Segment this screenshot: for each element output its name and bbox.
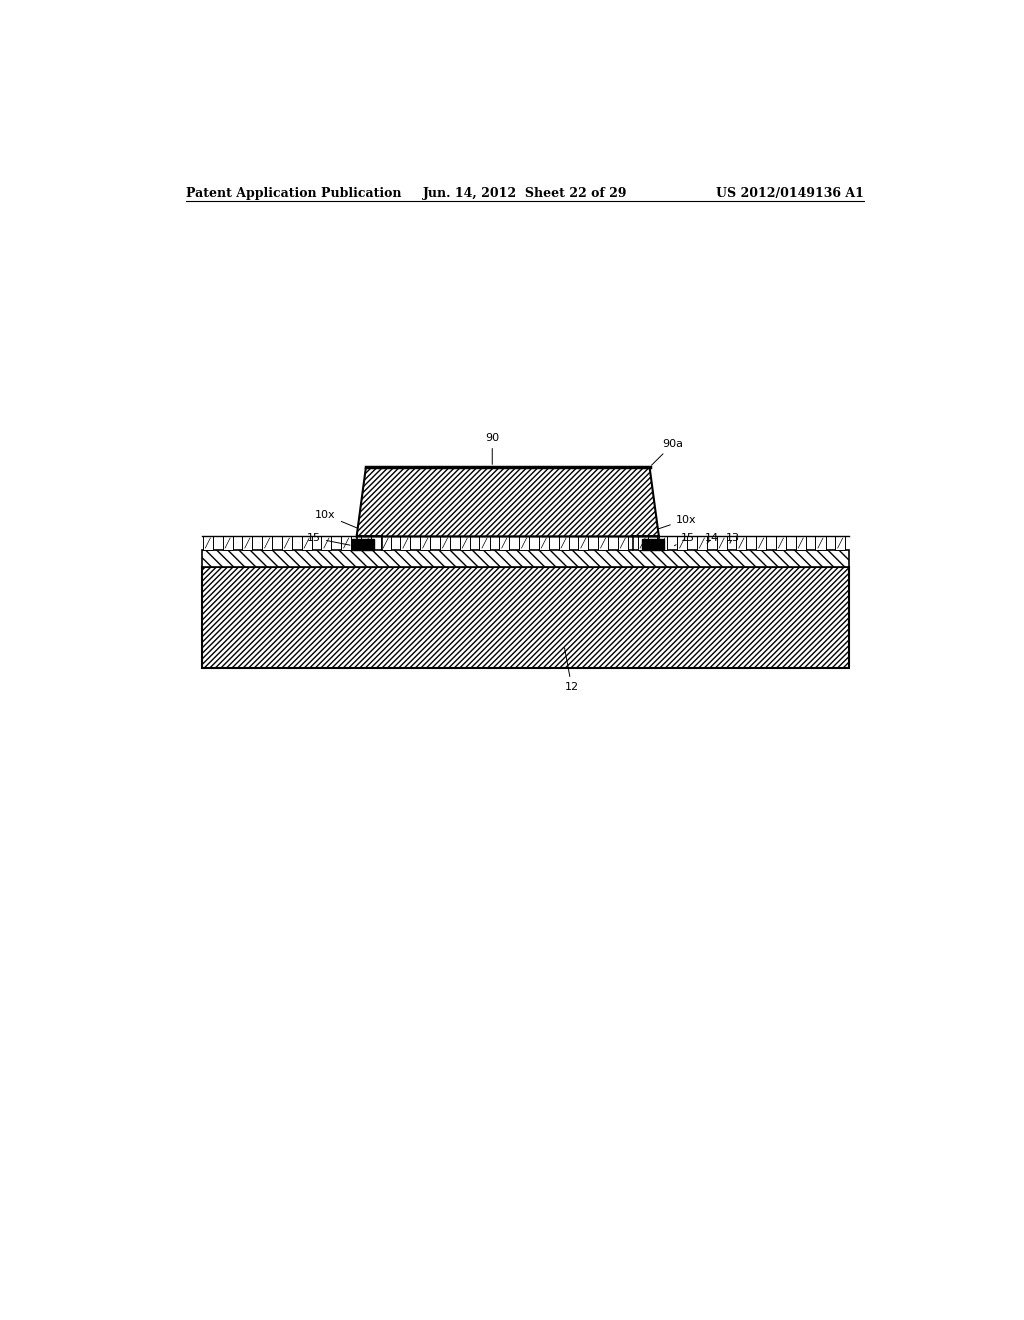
Bar [558,536,568,549]
Bar [657,536,668,549]
Bar [796,536,806,549]
Bar [638,536,647,549]
Bar [776,536,786,549]
Bar [322,536,332,549]
Bar [836,536,845,549]
Bar [400,536,411,549]
Polygon shape [356,467,658,536]
Bar [736,536,746,549]
Bar [440,536,450,549]
Bar [420,536,430,549]
Text: FIG. 26: FIG. 26 [369,482,483,512]
Bar [756,536,766,549]
Text: 10x: 10x [650,515,696,532]
Bar [222,536,232,549]
Text: 15: 15 [675,533,695,545]
Bar [203,536,213,549]
Bar [243,536,252,549]
Text: Patent Application Publication: Patent Application Publication [186,187,401,199]
Bar [341,536,351,549]
Text: 90: 90 [485,433,500,465]
Bar [282,536,292,549]
Bar [617,536,628,549]
Bar [352,539,374,549]
Bar [642,539,664,549]
Text: 15: 15 [307,533,350,545]
Bar [262,536,272,549]
Text: Jun. 14, 2012  Sheet 22 of 29: Jun. 14, 2012 Sheet 22 of 29 [423,187,627,199]
Bar [677,536,687,549]
Bar [302,536,311,549]
Text: 14: 14 [705,533,719,544]
Bar [598,536,608,549]
Bar [500,536,509,549]
Text: 13: 13 [725,533,739,544]
Bar [539,536,549,549]
Bar [202,549,849,566]
Bar [579,536,589,549]
Bar [815,536,825,549]
Text: 12: 12 [564,648,579,692]
Bar [697,536,707,549]
Text: 90a: 90a [651,440,683,465]
Bar [460,536,470,549]
Bar [717,536,727,549]
Bar [381,536,391,549]
Bar [479,536,489,549]
Bar [202,566,849,668]
Bar [360,536,371,549]
Text: US 2012/0149136 A1: US 2012/0149136 A1 [717,187,864,199]
Bar [519,536,529,549]
Text: 10x: 10x [315,510,366,532]
